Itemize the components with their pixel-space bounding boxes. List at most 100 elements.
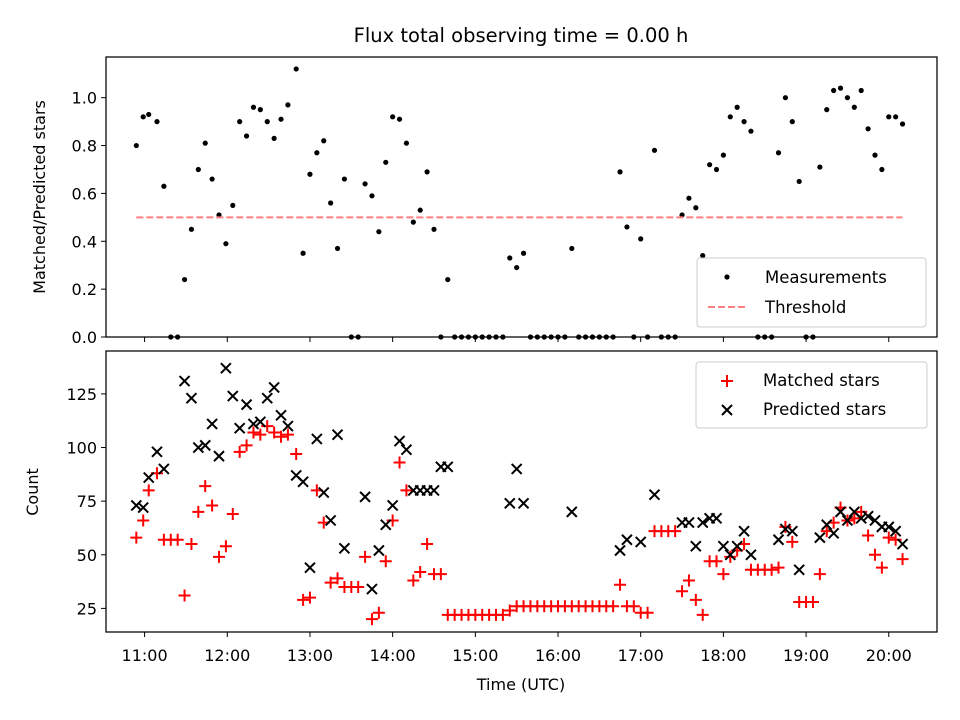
measurement-point xyxy=(741,119,747,125)
predicted-point xyxy=(318,486,330,499)
matched-point xyxy=(765,563,778,576)
top-legend-box xyxy=(696,257,927,328)
predicted-point xyxy=(814,531,826,544)
matched-point xyxy=(614,578,627,591)
predicted-point xyxy=(710,512,723,525)
top-y-axis-label: Matched/Predicted stars xyxy=(30,100,49,294)
matched-point xyxy=(206,499,219,512)
predicted-point xyxy=(338,542,351,555)
matched-point xyxy=(868,548,881,561)
measurement-point xyxy=(264,119,270,125)
predicted-point xyxy=(862,510,874,522)
measurement-point xyxy=(507,255,513,261)
matched-point xyxy=(875,561,888,574)
measurement-point xyxy=(617,169,623,175)
predicted-point xyxy=(213,450,225,462)
matched-point xyxy=(641,606,654,619)
predicted-point xyxy=(717,540,730,552)
predicted-point xyxy=(158,463,170,475)
measurement-point xyxy=(181,276,188,283)
matched-point xyxy=(503,604,516,617)
measurement-point xyxy=(624,224,630,230)
measurement-point xyxy=(720,152,726,158)
predicted-point xyxy=(745,549,757,561)
matched-point xyxy=(669,525,682,538)
measurement-point xyxy=(424,169,430,175)
predicted-point xyxy=(793,564,805,576)
matched-point xyxy=(414,565,427,578)
matched-point xyxy=(171,533,184,546)
bottom-legend-box xyxy=(695,361,928,429)
predicted-point xyxy=(400,443,413,456)
matched-point xyxy=(372,606,385,619)
matched-point xyxy=(696,608,709,621)
top-xticks xyxy=(144,337,890,342)
predicted-point xyxy=(366,583,378,595)
predicted-point xyxy=(510,463,523,475)
measurement-point xyxy=(879,166,885,173)
matched-point xyxy=(627,600,640,613)
top-ytick-label: 1.0 xyxy=(72,89,97,108)
measurement-point xyxy=(831,87,837,94)
top-ytick-label: 0.6 xyxy=(72,184,97,203)
measurement-point xyxy=(202,140,208,146)
measurement-point xyxy=(133,142,139,149)
measurement-point xyxy=(146,111,152,118)
measurement-point xyxy=(396,116,403,122)
matched-point xyxy=(393,456,406,469)
top-chart-title: Flux total observing time = 0.00 h xyxy=(354,24,689,47)
legend-matched-marker xyxy=(721,375,733,387)
predicted-point xyxy=(504,497,516,510)
bottom-ytick-label: 100 xyxy=(66,439,97,458)
matched-point xyxy=(297,593,310,606)
predicted-point xyxy=(380,519,392,531)
measurement-point xyxy=(514,264,520,271)
predicted-point xyxy=(137,501,149,514)
measurement-point xyxy=(230,202,236,208)
measurement-point xyxy=(278,116,284,122)
legend-measurements-marker xyxy=(724,274,730,280)
top-panel: 0.0 0.2 0.4 0.6 0.8 1.0 Matched/Predicted sta… xyxy=(30,56,938,347)
matched-point xyxy=(421,538,434,551)
matched-point xyxy=(352,580,365,593)
measurement-point xyxy=(748,128,754,134)
measurement-point xyxy=(796,178,802,185)
bottom-xtick-label: 12:00 xyxy=(204,646,250,665)
measurement-point xyxy=(243,133,250,139)
matched-point xyxy=(192,505,205,518)
measurement-point xyxy=(417,207,423,213)
bottom-y-axis-label: Count xyxy=(23,468,42,516)
predicted-point xyxy=(199,439,211,452)
legend-threshold-label: Threshold xyxy=(764,298,846,317)
matched-point xyxy=(359,550,372,563)
predicted-point xyxy=(386,499,399,512)
matched-point xyxy=(862,529,875,542)
measurement-point xyxy=(865,126,871,132)
matched-point xyxy=(434,568,447,581)
measurement-point xyxy=(851,104,857,110)
matched-point xyxy=(710,555,723,568)
measurement-point xyxy=(775,150,782,156)
matched-point xyxy=(379,555,392,568)
top-ytick-label: 0.2 xyxy=(72,280,97,299)
predicted-point xyxy=(304,561,316,574)
matched-point xyxy=(806,595,819,608)
top-axes-frame xyxy=(105,56,938,338)
measurement-point xyxy=(410,219,416,225)
predicted-point xyxy=(275,409,287,422)
predicted-point xyxy=(311,433,323,445)
measurement-point xyxy=(789,119,795,125)
matched-point xyxy=(290,447,303,460)
measurement-point xyxy=(872,152,878,158)
matched-point xyxy=(261,420,274,433)
measurement-point xyxy=(209,176,215,182)
bottom-xtick-label: 14:00 xyxy=(370,646,416,665)
measurement-point xyxy=(651,147,658,153)
measurement-point xyxy=(314,150,320,156)
bottom-ytick-label: 75 xyxy=(77,492,97,511)
legend-predicted-marker xyxy=(721,404,733,416)
bottom-x-axis-label: Time (UTC) xyxy=(476,675,565,694)
matched-point xyxy=(676,585,689,598)
measurement-point xyxy=(328,200,334,206)
matched-point xyxy=(496,608,509,621)
